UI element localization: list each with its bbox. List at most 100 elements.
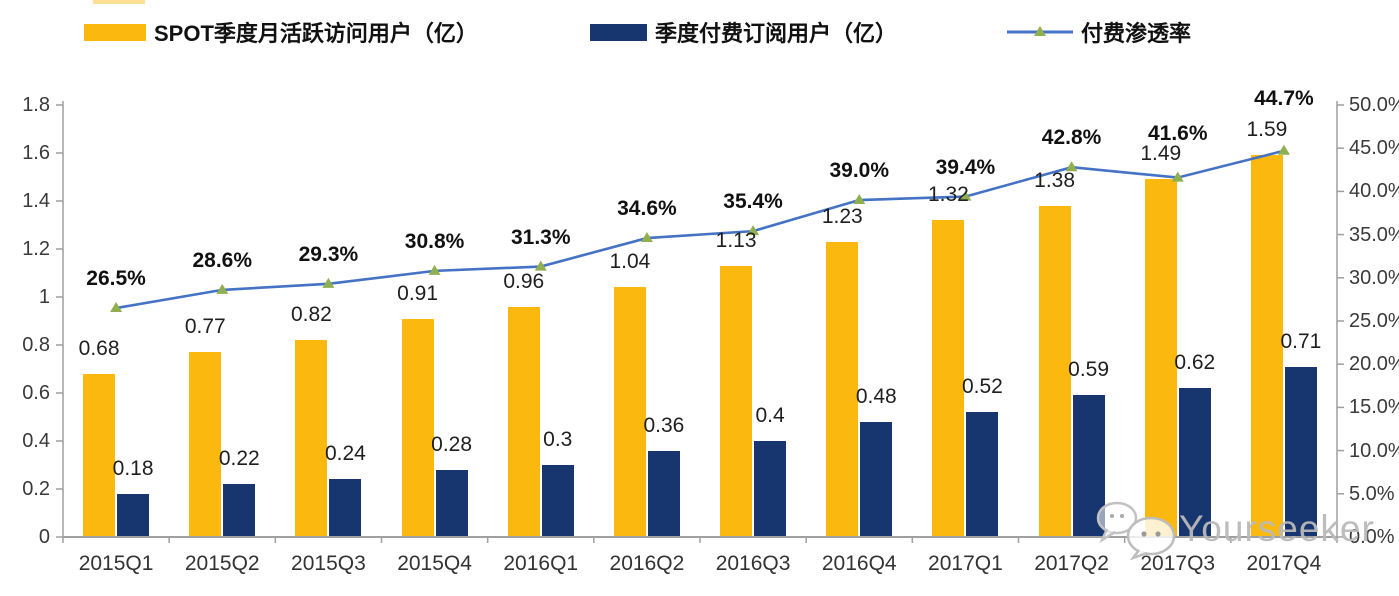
mau-bar-label: 0.96 (503, 269, 545, 293)
mau-bar-label: 1.04 (609, 250, 651, 274)
penetration-rate-label: 35.4% (723, 190, 783, 214)
x-axis-category-label: 2015Q2 (184, 552, 260, 575)
x-axis-category-label: 2017Q2 (1034, 552, 1109, 575)
x-axis-category-label: 2016Q3 (715, 552, 791, 575)
mau-bar-label: 1.32 (927, 183, 969, 207)
subscribers-bar (329, 479, 362, 537)
penetration-point-marker (640, 232, 653, 243)
penetration-rate-label: 34.6% (617, 197, 677, 221)
mau-bar (83, 373, 116, 537)
penetration-point-marker (428, 264, 441, 275)
subscribers-bar-label: 0.28 (431, 432, 473, 456)
mau-bar (507, 306, 540, 537)
penetration-point-marker (534, 260, 547, 271)
subscribers-bar-label: 0.52 (961, 375, 1003, 399)
subscribers-bar-label: 0.22 (218, 447, 260, 471)
subscribers-bar-label: 0.18 (112, 456, 154, 480)
x-axis-category-label: 2017Q3 (1140, 552, 1216, 575)
y-axis-right-tick-label: 45.0% (1349, 137, 1399, 160)
mau-bar (189, 352, 222, 537)
y-axis-right-tick-label: 0.0% (1349, 526, 1395, 548)
subscribers-bar (223, 484, 256, 537)
y-axis-right-tick-label: 25.0% (1349, 310, 1399, 332)
penetration-point-marker (747, 225, 760, 236)
mau-bar-label: 1.59 (1246, 118, 1288, 142)
x-axis-category-label: 2015Q1 (78, 552, 154, 575)
penetration-point-marker (322, 277, 335, 288)
x-axis-category-label: 2016Q1 (503, 552, 579, 575)
subscribers-bar-label: 0.62 (1174, 351, 1216, 375)
y-axis-left-tick-label: 1.2 (22, 238, 50, 260)
x-axis-category-label: 2015Q4 (397, 552, 472, 575)
subscribers-bar-label: 0.59 (1068, 358, 1110, 382)
penetration-point-marker (1277, 144, 1290, 155)
mau-bar (401, 318, 434, 537)
y-axis-left-tick-label: 1.8 (22, 94, 50, 116)
penetration-rate-label: 39.4% (935, 155, 996, 179)
subscribers-bar-label: 0.24 (324, 442, 366, 466)
penetration-rate-label: 26.5% (86, 267, 146, 291)
watermark: Yourseeker (1093, 498, 1375, 560)
y-axis-right-tick-label: 20.0% (1349, 353, 1399, 376)
y-axis-right-tick-label: 50.0% (1349, 94, 1399, 116)
mau-bar (826, 241, 859, 537)
watermark-text: Yourseeker (1179, 508, 1375, 549)
subscribers-bar (1284, 366, 1317, 537)
mau-bar-label: 0.68 (78, 336, 120, 360)
mau-bar-label: 1.49 (1140, 142, 1182, 166)
y-axis-left-tick-label: 0 (38, 526, 50, 548)
mau-bar (613, 287, 646, 537)
subscribers-bar (647, 450, 680, 537)
penetration-rate-label: 30.8% (404, 229, 465, 253)
y-axis-left-tick-label: 0.8 (22, 334, 50, 356)
y-axis-right-tick-label: 35.0% (1349, 223, 1399, 246)
y-axis-left-tick-label: 0.4 (22, 430, 50, 452)
penetration-rate-label: 41.6% (1147, 121, 1208, 145)
mau-bar-label: 0.91 (397, 281, 439, 305)
legend-item-mau: SPOT季度月活跃访问用户（亿） (84, 16, 478, 48)
mau-series-swatch (84, 23, 146, 41)
mau-bar-label: 0.82 (290, 303, 332, 327)
x-axis-category-label: 2016Q4 (821, 552, 897, 575)
mau-bar-label: 1.13 (715, 228, 757, 252)
subscribers-bar-label: 0.4 (755, 404, 785, 427)
y-axis-right-tick-label: 30.0% (1349, 266, 1399, 289)
mau-bar (1144, 179, 1177, 537)
subscribers-bar (754, 441, 787, 537)
subscribers-bar-label: 0.36 (643, 413, 685, 437)
y-axis-left-tick-label: 1.6 (22, 142, 50, 164)
mau-bar (1038, 205, 1071, 537)
x-axis-category-label: 2016Q2 (609, 552, 685, 575)
mau-bar-label: 1.23 (821, 204, 863, 228)
subscribers-bar (966, 412, 999, 537)
y-axis-right-tick-label: 15.0% (1349, 396, 1399, 419)
y-axis-left-tick-label: 0.2 (22, 478, 50, 500)
subscribers-bar (117, 493, 150, 537)
subscribers-bar-label: 0.48 (855, 384, 897, 408)
penetration-rate-label: 42.8% (1041, 126, 1102, 150)
y-axis-right-tick-label: 5.0% (1349, 482, 1395, 505)
legend-item-subscribers: 季度付费订阅用户（亿） (590, 16, 897, 48)
cropped-yellow-fragment (93, 0, 145, 4)
mau-bar (1250, 155, 1283, 537)
subscribers-bar (541, 465, 574, 537)
penetration-rate-line (115, 149, 1285, 310)
subscribers-bar (1178, 388, 1211, 537)
legend-item-penetration: 付费渗透率 (1007, 16, 1191, 48)
mau-bar (295, 340, 328, 537)
mau-bar-label: 0.77 (184, 315, 226, 339)
penetration-rate-label: 39.0% (829, 159, 890, 183)
subscribers-bar (860, 421, 893, 537)
mau-bar-label: 1.38 (1034, 168, 1076, 192)
penetration-rate-label: 28.6% (192, 248, 253, 272)
y-axis-left-tick-label: 1 (38, 286, 50, 308)
subscribers-bar (435, 469, 468, 537)
penetration-point-marker (853, 194, 866, 205)
wechat-icon (1096, 501, 1176, 560)
subscribers-bar-label: 0.71 (1280, 329, 1322, 353)
mau-bar (720, 265, 753, 537)
y-axis-left-tick-label: 1.4 (22, 190, 50, 212)
penetration-rate-label: 31.3% (510, 225, 571, 249)
